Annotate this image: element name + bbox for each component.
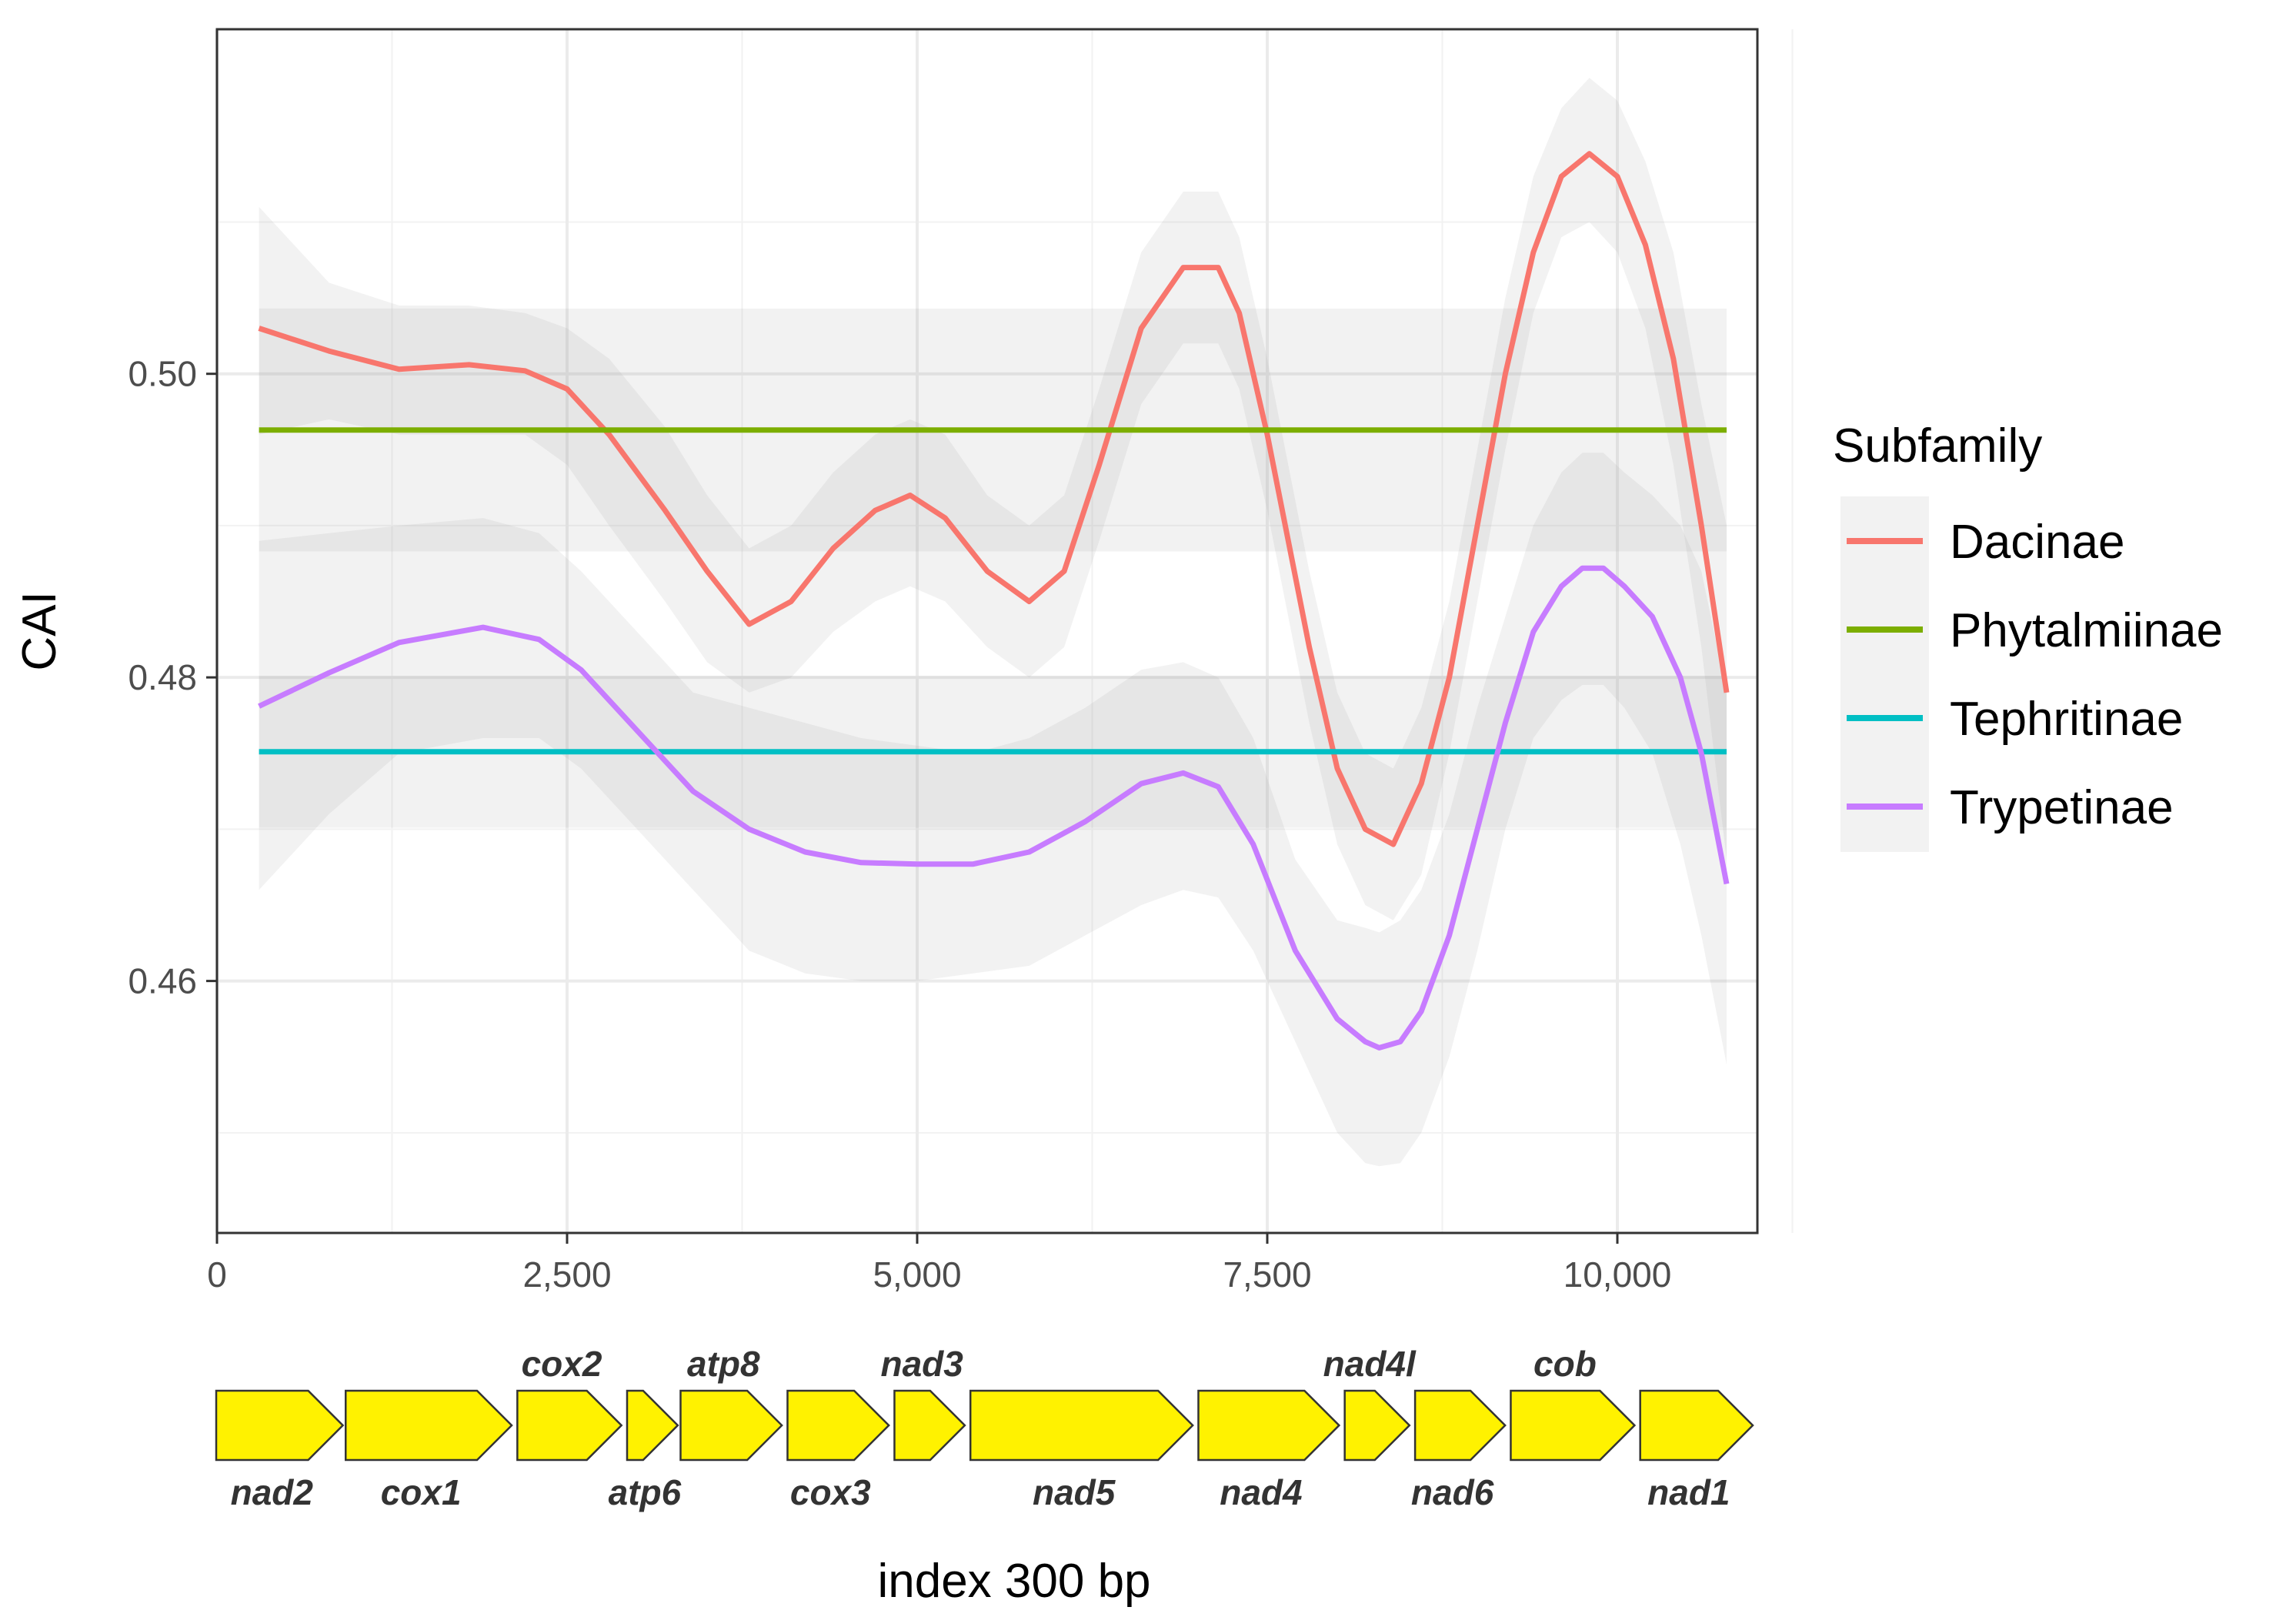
gene-arrow-nad2 xyxy=(215,1389,345,1462)
gene-arrow-cob xyxy=(1510,1389,1637,1462)
x-tick-label: 7,500 xyxy=(1223,1255,1311,1295)
gene-arrow-atp8 xyxy=(679,1389,783,1462)
gene-label-cox2: cox2 xyxy=(522,1344,602,1384)
gene-arrow-cox1 xyxy=(344,1389,513,1462)
gene-arrow-cox3 xyxy=(786,1389,890,1462)
legend: Subfamily Dacinae Phytalmiinae Tephritinae… xyxy=(1833,419,2223,852)
legend-label-phytalmiinae: Phytalmiinae xyxy=(1950,604,2223,657)
gene-label-nad3: nad3 xyxy=(880,1344,963,1384)
gene-arrow-nad4l xyxy=(1343,1389,1411,1462)
gene-label-nad5: nad5 xyxy=(1033,1472,1116,1512)
x-tick-label: 10,000 xyxy=(1563,1255,1672,1295)
gene-label-cox1: cox1 xyxy=(381,1472,462,1512)
plot-border xyxy=(215,28,1759,1234)
gene-label-nad4l: nad4l xyxy=(1323,1344,1417,1384)
major-grid xyxy=(215,29,1757,1233)
gene-label-atp8: atp8 xyxy=(687,1344,760,1384)
series-lines xyxy=(258,151,1730,1051)
y-axis-title: CAI xyxy=(13,591,66,670)
series-line-trypetinae xyxy=(258,565,1730,1051)
gene-arrow-nad5 xyxy=(969,1389,1194,1462)
series-line-dacinae xyxy=(258,151,1730,847)
legend-title: Subfamily xyxy=(1833,419,2042,473)
gene-arrow-nad6 xyxy=(1413,1389,1507,1462)
legend-key-background xyxy=(1840,496,1929,852)
legend-label-tephritinae: Tephritinae xyxy=(1950,693,2183,746)
x-axis-title: index 300 bp xyxy=(877,1555,1150,1608)
gene-label-nad4: nad4 xyxy=(1220,1472,1302,1512)
y-tick-label: 0.46 xyxy=(128,961,197,1001)
legend-label-dacinae: Dacinae xyxy=(1950,516,2124,569)
minor-grid xyxy=(217,29,1794,1233)
gene-arrow-nad1 xyxy=(1639,1389,1754,1462)
x-tick-label: 2,500 xyxy=(522,1255,611,1295)
legend-label-trypetinae: Trypetinae xyxy=(1950,781,2174,834)
gene-label-cob: cob xyxy=(1533,1344,1597,1384)
gene-label-nad6: nad6 xyxy=(1411,1472,1494,1512)
gene-arrow-cox2 xyxy=(516,1389,623,1462)
gene-label-nad2: nad2 xyxy=(231,1472,314,1512)
y-tick-label: 0.48 xyxy=(128,657,197,697)
gene-label-nad1: nad1 xyxy=(1647,1472,1730,1512)
axis-ticks xyxy=(206,373,1619,1244)
x-tick-label: 0 xyxy=(207,1255,227,1295)
y-tick-label: 0.50 xyxy=(128,354,197,394)
x-tick-label: 5,000 xyxy=(873,1255,961,1295)
gene-label-atp6: atp6 xyxy=(609,1472,682,1512)
ci-band-trypetinae xyxy=(259,453,1727,1167)
gene-arrow-nad3 xyxy=(893,1389,966,1462)
gene-arrow-nad4 xyxy=(1197,1389,1341,1462)
gene-map: nad2 cox1 cox2 atp6 atp8 cox3 nad3 nad5 nad4 nad4… xyxy=(215,1344,1754,1512)
axis-tick-labels: 0 2,500 5,000 7,500 10,000 0.46 0.48 0.50 xyxy=(128,354,1671,1295)
gene-arrow-atp6 xyxy=(626,1389,679,1462)
gene-label-cox3: cox3 xyxy=(790,1472,871,1512)
